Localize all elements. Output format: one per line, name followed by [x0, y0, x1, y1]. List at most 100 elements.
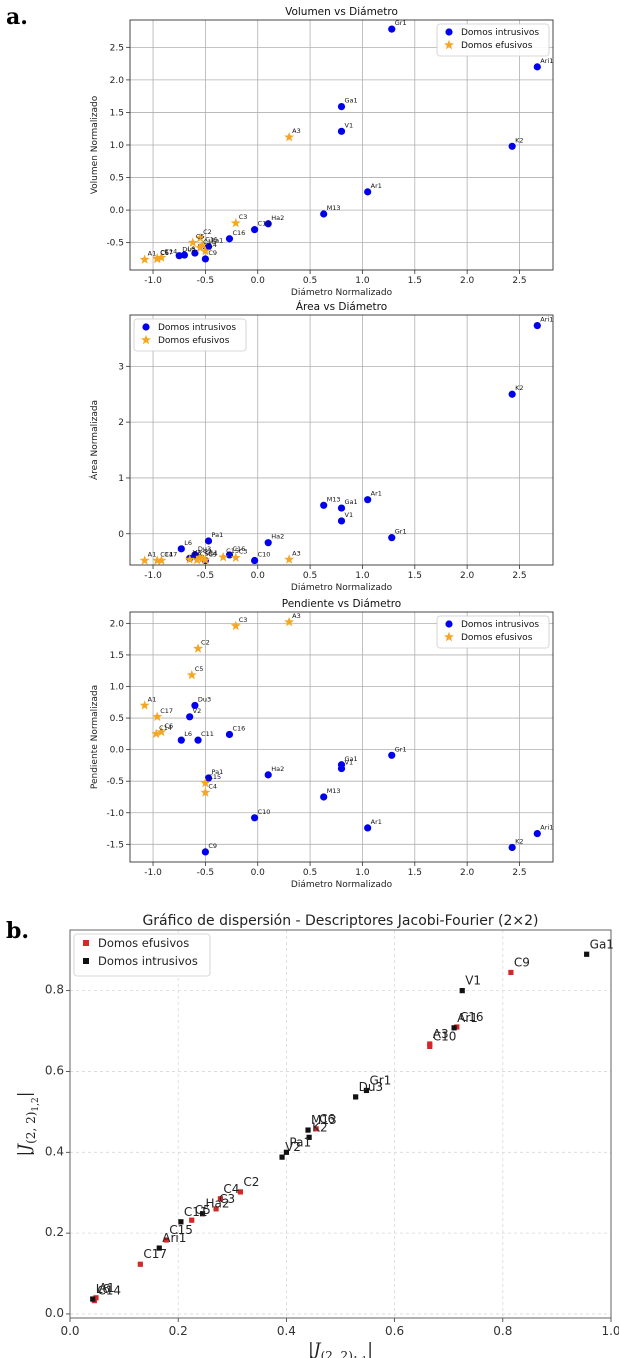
chart-4: 0.0 0.2 0.4 0.6 0.8 1.0 0.0 0.2 0.4 0.6 0.8 Gráfico… [15, 913, 619, 1358]
data-point-l6 [90, 1296, 96, 1302]
y-tick-label: 2.5 [110, 43, 124, 53]
data-label-l6: L6 [184, 539, 192, 547]
data-label-ari1: Ari1 [162, 1231, 186, 1245]
legend-marker [445, 620, 453, 628]
data-label-ari1: Ari1 [540, 316, 553, 324]
x-tick-label: 0.0 [251, 571, 266, 581]
data-point-ha2 [199, 1211, 206, 1217]
y-axis-label: Pendiente Normalizada [90, 685, 100, 789]
legend-marker [83, 958, 89, 964]
data-point-k2 [508, 142, 516, 150]
data-point-c16 [225, 235, 234, 243]
data-label-ga1: Ga1 [345, 97, 358, 105]
data-label-c11: C11 [201, 730, 214, 738]
data-label-c5: C5 [196, 233, 205, 241]
data-label-m13: M13 [327, 787, 341, 795]
data-label-ari1: Ari1 [540, 824, 553, 832]
y-tick-label: 0.5 [110, 174, 124, 184]
chart-3: -1.0 -0.5 0.0 0.5 1.0 1.5 2.0 2.5 -1.5 -1.0 -0.5 0.… [90, 598, 554, 890]
data-label-m13: M13 [327, 204, 341, 212]
data-point-a1 [139, 555, 150, 565]
data-point-c6 [152, 253, 163, 264]
data-point-v1 [337, 127, 346, 135]
y-tick-label: 0.0 [45, 1306, 64, 1320]
y-axis-label: Volumen Normalizado [90, 95, 100, 194]
data-label-k2: K2 [312, 1120, 328, 1134]
data-point-c15 [163, 1237, 169, 1243]
data-label-v1: V1 [465, 974, 481, 988]
legend-marker [141, 334, 151, 345]
data-label-c3: C3 [239, 213, 248, 221]
x-tick-label: 2.5 [512, 571, 526, 581]
data-label-c17: C17 [164, 551, 177, 559]
data-point-c16 [454, 1024, 460, 1030]
data-label-c17: C17 [160, 707, 173, 715]
chart-title: Volumen vs Diámetro [285, 6, 398, 18]
y-tick-label: 0.8 [45, 983, 64, 997]
y-tick-label: 0.6 [45, 1063, 64, 1077]
data-point-ari1 [533, 322, 541, 330]
data-label-a3: A3 [292, 127, 301, 135]
data-point-c15 [195, 242, 206, 253]
legend-entry: Domos intrusivos [158, 323, 236, 333]
legend-box [73, 933, 211, 977]
data-point-ha2 [264, 771, 272, 779]
data-point-v1 [337, 764, 346, 773]
x-tick-label: 1.5 [408, 276, 422, 286]
data-point-a1 [139, 254, 150, 264]
data-label-a3: A3 [292, 549, 301, 557]
legend-entry: Domos intrusivos [461, 28, 539, 38]
data-point-c15 [218, 552, 229, 562]
data-point-v2 [279, 1154, 285, 1160]
data-label-c17: C17 [143, 1247, 167, 1261]
data-label-a1: A1 [148, 250, 157, 258]
data-point-ha2 [264, 539, 272, 547]
data-label-c16: C16 [460, 1010, 484, 1024]
chart-title: Gráfico de dispersión - Descriptores Jac… [142, 913, 538, 929]
data-point-m13 [320, 501, 328, 509]
data-point-gr1 [388, 25, 396, 33]
data-point-c16 [225, 551, 234, 559]
data-point-k2 [508, 390, 516, 398]
y-tick-label: 2 [118, 418, 124, 428]
data-label-c14: C14 [97, 1284, 121, 1298]
data-label-c16: C16 [232, 724, 245, 732]
data-point-c6 [184, 554, 195, 564]
data-point-c4 [200, 787, 211, 797]
x-axis-label: Diámetro Normalizado [291, 288, 393, 298]
plot-frame [129, 611, 554, 863]
data-label-k2: K2 [515, 837, 523, 845]
data-label-du3: Du3 [359, 1080, 383, 1094]
data-label-ha2: Ha2 [271, 214, 284, 222]
data-point-ga1 [337, 504, 346, 512]
panel-a-label: a. [6, 4, 28, 30]
data-label-k2: K2 [515, 384, 523, 392]
data-point-v1 [337, 517, 346, 525]
data-label-l6: L6 [184, 730, 192, 738]
data-point-c4 [217, 1196, 223, 1202]
data-point-c16 [225, 730, 234, 739]
y-axis-label: |J(2, 2)1,2| [15, 1092, 41, 1157]
x-tick-label: 0.2 [169, 1324, 188, 1338]
data-label-c5: C5 [195, 1203, 211, 1217]
data-label-c2: C2 [203, 548, 212, 556]
y-tick-label: -1.0 [106, 809, 124, 819]
data-label-c15: C15 [208, 773, 221, 781]
legend-entry: Domos efusivos [98, 936, 189, 950]
plot-frame [129, 314, 554, 566]
data-point-c5 [189, 1217, 195, 1223]
data-point-pa1 [204, 774, 213, 782]
data-point-pa1 [283, 1149, 289, 1155]
plot-frame [129, 19, 554, 271]
data-label-c5: C5 [195, 665, 204, 673]
data-label-v2: V2 [193, 548, 202, 556]
data-label-ari1: Ari1 [540, 57, 553, 65]
data-point-c11 [197, 240, 208, 250]
x-tick-label: -1.0 [144, 571, 162, 581]
data-label-c16: C16 [232, 229, 245, 237]
legend-marker [83, 940, 89, 946]
x-tick-label: 1.5 [408, 571, 422, 581]
data-label-du3: Du3 [182, 246, 195, 254]
y-tick-label: -0.5 [106, 777, 124, 787]
